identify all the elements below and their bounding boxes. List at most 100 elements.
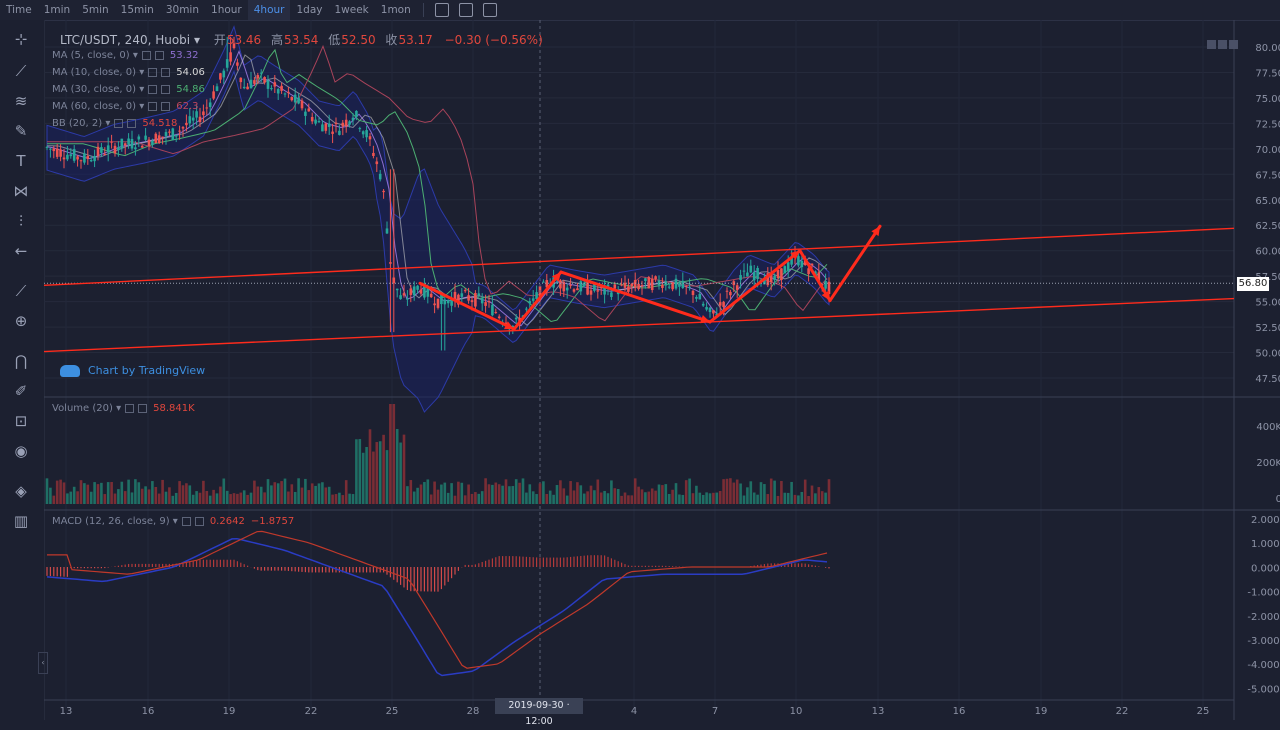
candle-body	[331, 131, 334, 134]
volume-bar	[154, 486, 158, 504]
timeframe-1week[interactable]: 1week	[334, 4, 369, 16]
macd-legend[interactable]: MACD (12, 26, close, 9) ▾ 0.2642 −1.8757	[52, 516, 294, 527]
volume-bar	[701, 494, 705, 504]
candle-body	[562, 281, 566, 292]
trendline-icon[interactable]: ⟋	[15, 62, 27, 80]
layers-icon[interactable]: ◈	[15, 482, 27, 500]
close-icon[interactable]	[154, 50, 164, 60]
symbol-dropdown-icon[interactable]: ▾	[190, 33, 200, 47]
close-label: 收	[385, 33, 398, 47]
volume-bar	[620, 495, 623, 504]
indicator-legend[interactable]: MA (5, close, 0) ▾ 53.32	[52, 50, 199, 61]
settings-icon[interactable]	[141, 50, 151, 60]
indicator-legend[interactable]: BB (20, 2) ▾ 54.518	[52, 118, 177, 129]
chart-canvas[interactable]: 80.00 77.50 75.00 72.50 70.00 67.50 65.00 62.50…	[44, 20, 1280, 720]
volume-bar	[511, 486, 515, 504]
volume-bar	[640, 489, 644, 504]
crosshair-icon[interactable]: ⊹	[14, 30, 28, 48]
candle-body	[433, 303, 436, 306]
pane-up-icon[interactable]	[1207, 40, 1216, 49]
candle-body	[542, 281, 545, 283]
volume-bar	[538, 483, 542, 504]
candle-body	[569, 284, 572, 286]
close-icon[interactable]	[161, 84, 171, 94]
timeframe-5min[interactable]: 5min	[82, 4, 109, 16]
symbol-name[interactable]: LTC/USDT, 240, Huobi	[60, 33, 191, 47]
close-icon[interactable]	[138, 403, 148, 413]
volume-bar	[484, 478, 487, 504]
timeframe-15min[interactable]: 15min	[120, 4, 154, 16]
draw-lock-icon[interactable]: ✐	[14, 382, 28, 400]
close-icon[interactable]	[161, 101, 171, 111]
zoom-icon[interactable]: ⊕	[14, 312, 28, 330]
volume-bar	[378, 441, 382, 504]
pane-down-icon[interactable]	[1218, 40, 1227, 49]
pattern-icon[interactable]: ⋈	[13, 182, 29, 200]
zigzag-segment	[418, 281, 516, 331]
indicator-legend[interactable]: MA (60, close, 0) ▾ 62.3	[52, 101, 198, 112]
volume-bar	[191, 494, 195, 504]
settings-icon[interactable]	[148, 101, 158, 111]
collapse-toolbar-icon[interactable]: ‹	[38, 652, 48, 674]
back-arrow-icon[interactable]: ←	[14, 242, 28, 260]
volume-bar	[144, 486, 147, 504]
volume-bar	[664, 484, 668, 504]
projection-icon[interactable]: ⫶	[19, 212, 23, 230]
chevron-down-icon[interactable]: ▾	[136, 101, 145, 112]
volume-bar	[810, 485, 814, 504]
timeframe-1day[interactable]: 1day	[296, 4, 323, 16]
settings-icon[interactable]	[148, 67, 158, 77]
indicator-icon[interactable]	[434, 3, 449, 17]
settings-icon[interactable]	[458, 3, 473, 17]
ruler-icon[interactable]: ⟋	[15, 282, 27, 300]
chevron-down-icon[interactable]: ▾	[136, 67, 145, 78]
volume-bar	[270, 485, 273, 504]
candle-body	[76, 156, 79, 160]
volume-bar	[725, 478, 729, 504]
settings-icon[interactable]	[148, 84, 158, 94]
candle-body	[321, 124, 324, 132]
settings-icon[interactable]	[125, 403, 135, 413]
chevron-down-icon[interactable]: ▾	[169, 516, 178, 527]
chevron-down-icon[interactable]: ▾	[112, 403, 122, 414]
close-icon[interactable]	[127, 118, 137, 128]
indicator-legend[interactable]: MA (10, close, 0) ▾ 54.06	[52, 67, 205, 78]
timeframe-1min[interactable]: 1min	[43, 4, 71, 16]
volume-bar	[565, 495, 569, 504]
fib-icon[interactable]: ≋	[14, 92, 28, 110]
chart-area[interactable]: 80.00 77.50 75.00 72.50 70.00 67.50 65.00 62.50…	[44, 20, 1280, 720]
timeframe-1mon[interactable]: 1mon	[380, 4, 411, 16]
close-icon[interactable]	[194, 516, 204, 526]
chevron-down-icon[interactable]: ▾	[136, 84, 145, 95]
current-price-label: 56.80	[1237, 277, 1269, 291]
text-icon[interactable]: T	[16, 152, 26, 170]
timeframe-30min[interactable]: 30min	[165, 4, 200, 16]
tradingview-watermark[interactable]: Chart by TradingView	[60, 364, 205, 377]
volume-legend[interactable]: Volume (20) ▾ 58.841K	[52, 403, 195, 414]
settings-icon[interactable]	[114, 118, 124, 128]
chevron-down-icon[interactable]: ▾	[102, 118, 111, 129]
timeframe-1hour[interactable]: 1hour	[211, 4, 242, 16]
lock-icon[interactable]: ⊡	[14, 412, 28, 430]
timeframe-4hour[interactable]: 4hour	[247, 0, 291, 20]
candle-body	[674, 278, 678, 289]
magnet-icon[interactable]: ⋂	[14, 352, 28, 370]
chevron-down-icon[interactable]: ▾	[129, 50, 138, 61]
high-value: 53.54	[284, 33, 319, 47]
volume-bar	[545, 494, 549, 504]
candle-body	[86, 156, 90, 159]
timeframe-time[interactable]: Time	[6, 4, 32, 16]
volume-bar	[229, 494, 232, 504]
settings-icon[interactable]	[181, 516, 191, 526]
pane-maximize-icon[interactable]	[1229, 40, 1238, 49]
eye-icon[interactable]: ◉	[14, 442, 28, 460]
indicator-legend[interactable]: MA (30, close, 0) ▾ 54.86	[52, 84, 205, 95]
close-icon[interactable]	[161, 67, 171, 77]
volume-bar	[521, 478, 525, 504]
candle-body	[117, 147, 120, 150]
x-tick-label: 13	[60, 706, 73, 717]
trash-icon[interactable]: ▥	[13, 512, 29, 530]
brush-icon[interactable]: ✎	[14, 122, 28, 140]
volume-bar	[293, 491, 297, 504]
screenshot-icon[interactable]	[482, 3, 497, 17]
